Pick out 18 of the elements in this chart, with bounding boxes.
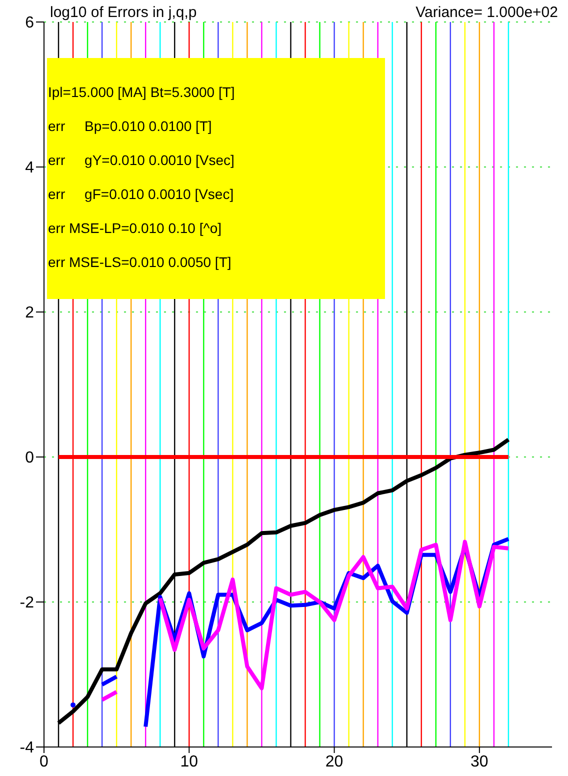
x-tick-label: 0 <box>40 753 49 770</box>
chart-subtitle: Variance= 1.000e+02 <box>416 4 558 21</box>
annotation: err gF=0.010 0.0010 [Vsec] <box>48 185 235 204</box>
y-tick-label: 0 <box>25 450 34 467</box>
x-tick-label: 20 <box>325 753 344 770</box>
x-tick-label: 10 <box>180 753 198 770</box>
annotation: err Bp=0.010 0.0100 [T] <box>48 117 213 136</box>
y-tick-label: 6 <box>25 14 34 32</box>
y-tick-label: -2 <box>20 594 34 612</box>
annotation: err gY=0.010 0.0010 [Vsec] <box>48 151 236 170</box>
annotation: err MSE-LS=0.010 0.0050 [T] <box>48 253 232 272</box>
chart-title: log10 of Errors in j,q,p <box>50 4 197 21</box>
y-tick-label: 4 <box>25 160 34 177</box>
annotation: Ipl=15.000 [MA] Bt=5.3000 [T] <box>48 83 236 102</box>
y-tick-label: -4 <box>20 740 34 757</box>
annotation: err MSE-LP=0.010 0.10 [^o] <box>48 219 222 238</box>
y-tick-label: 2 <box>25 304 34 322</box>
x-tick-label: 30 <box>470 753 488 770</box>
